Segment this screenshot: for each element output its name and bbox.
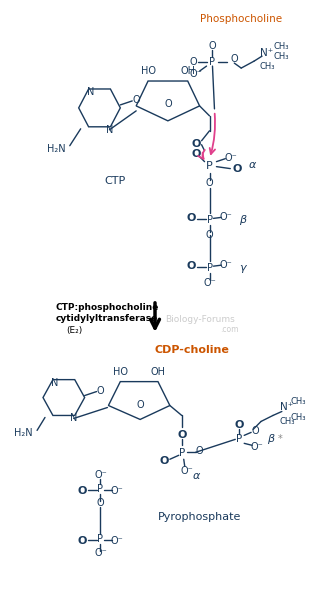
- Text: O⁻: O⁻: [189, 69, 202, 79]
- Text: O⁻: O⁻: [220, 260, 233, 270]
- Text: O: O: [251, 427, 259, 436]
- Text: N: N: [51, 377, 59, 388]
- Text: O: O: [235, 421, 244, 430]
- Text: O⁻: O⁻: [111, 536, 124, 546]
- Text: O: O: [97, 386, 104, 395]
- Text: O: O: [196, 446, 203, 456]
- Text: P: P: [206, 161, 213, 170]
- Text: O⁻: O⁻: [111, 486, 124, 496]
- Text: O⁻: O⁻: [203, 278, 216, 288]
- Text: O: O: [230, 54, 238, 64]
- Text: O: O: [192, 139, 201, 149]
- Text: O: O: [206, 230, 213, 241]
- Text: O⁻: O⁻: [94, 548, 107, 558]
- Text: O: O: [206, 178, 213, 188]
- Text: O: O: [187, 214, 196, 223]
- Text: CTP:phosphocholine: CTP:phosphocholine: [56, 304, 159, 313]
- Text: O: O: [190, 57, 197, 67]
- Text: O⁻: O⁻: [220, 212, 233, 223]
- Text: N: N: [87, 87, 94, 97]
- Text: CDP-choline: CDP-choline: [154, 345, 229, 355]
- Text: O: O: [78, 486, 87, 496]
- Text: Biology-Forums: Biology-Forums: [165, 316, 234, 325]
- Text: O⁻: O⁻: [94, 470, 107, 480]
- Text: CH₃: CH₃: [273, 41, 289, 50]
- Text: O: O: [132, 95, 140, 105]
- Text: N: N: [70, 413, 78, 424]
- Text: CH₃: CH₃: [273, 52, 289, 61]
- Text: Pyrophosphate: Pyrophosphate: [158, 512, 241, 522]
- Text: CH₃: CH₃: [291, 413, 307, 422]
- Text: P: P: [210, 57, 215, 67]
- Text: CH₃: CH₃: [259, 62, 275, 71]
- Text: OH: OH: [180, 66, 195, 76]
- Text: OH: OH: [150, 367, 166, 377]
- Text: P: P: [97, 534, 104, 544]
- Text: O: O: [192, 149, 201, 158]
- Text: O⁻: O⁻: [180, 466, 193, 476]
- Text: CH₃: CH₃: [279, 417, 294, 426]
- Text: P: P: [236, 434, 242, 445]
- Text: O: O: [187, 261, 196, 271]
- Text: α: α: [248, 160, 256, 170]
- Text: O: O: [136, 400, 144, 410]
- Text: O: O: [97, 498, 104, 508]
- Text: .com: .com: [220, 325, 239, 334]
- Text: CTP: CTP: [105, 176, 126, 185]
- Text: O: O: [159, 456, 169, 466]
- Text: H₂N: H₂N: [14, 428, 33, 439]
- Text: O: O: [78, 536, 87, 546]
- Text: O: O: [232, 164, 242, 173]
- Text: P: P: [179, 448, 185, 458]
- Text: P: P: [206, 263, 213, 273]
- Text: CH₃: CH₃: [291, 397, 307, 406]
- Text: P: P: [206, 215, 213, 226]
- Text: α: α: [193, 471, 200, 481]
- Text: β: β: [268, 434, 275, 445]
- Text: N⁺: N⁺: [280, 403, 294, 413]
- Text: O: O: [164, 99, 172, 109]
- Text: O: O: [209, 41, 216, 51]
- Text: cytidylyltransferase: cytidylyltransferase: [56, 314, 158, 323]
- Text: HO: HO: [140, 66, 156, 76]
- Text: β: β: [239, 215, 246, 226]
- Text: N⁺: N⁺: [260, 48, 274, 58]
- Text: *: *: [277, 434, 282, 445]
- Text: HO: HO: [113, 367, 128, 377]
- Text: N: N: [106, 125, 113, 135]
- Text: O⁻: O⁻: [251, 442, 264, 452]
- Text: H₂N: H₂N: [46, 144, 65, 154]
- Text: O⁻: O⁻: [225, 152, 238, 163]
- Text: (E₂): (E₂): [66, 326, 82, 335]
- Text: γ: γ: [239, 263, 246, 273]
- Text: P: P: [97, 484, 104, 494]
- Text: Phosphocholine: Phosphocholine: [200, 14, 282, 25]
- Text: O: O: [177, 430, 186, 440]
